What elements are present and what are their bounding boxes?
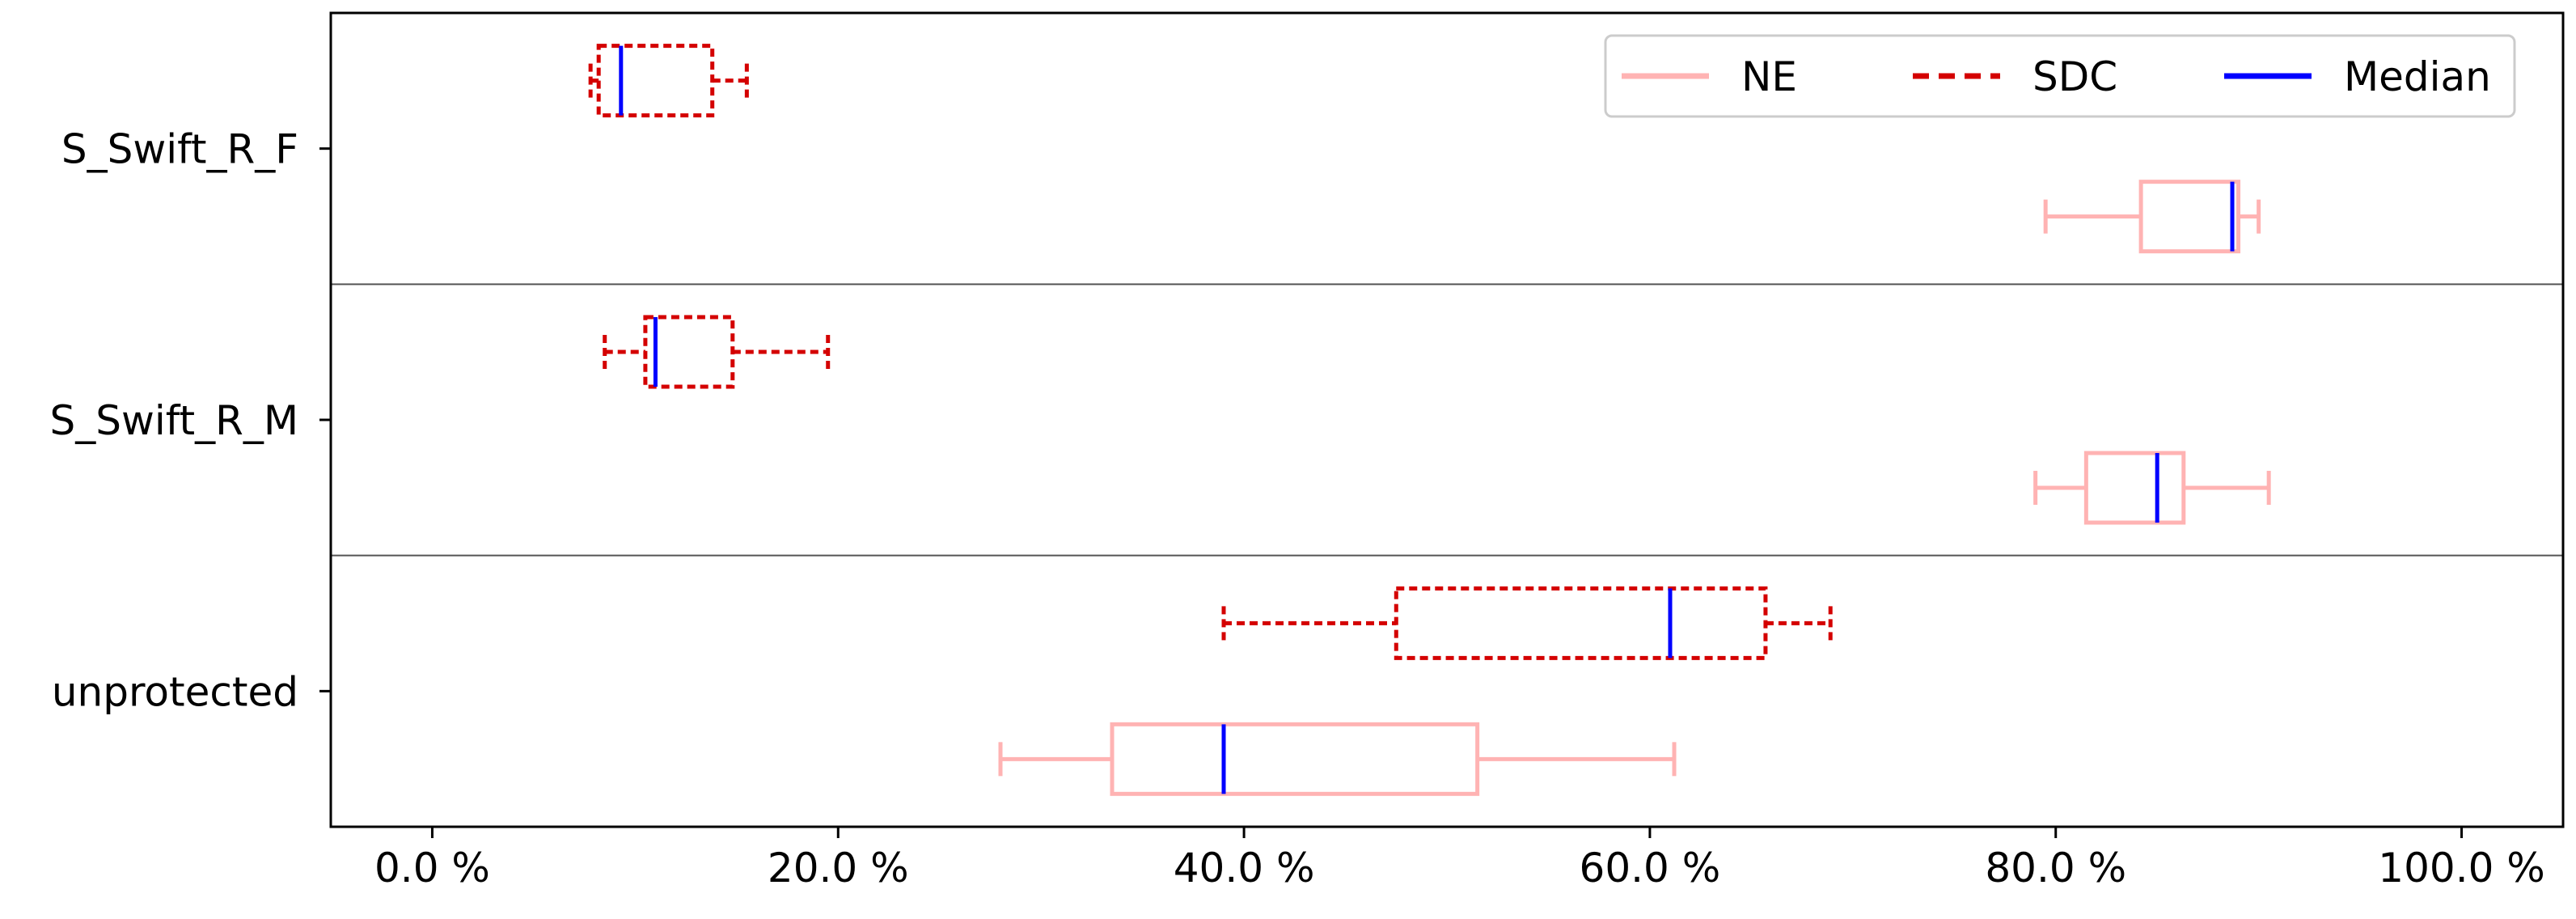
group-separators bbox=[331, 283, 2563, 557]
x-tick-label: 80.0 % bbox=[1985, 845, 2126, 891]
x-axis: 0.0 % 20.0 % 40.0 % 60.0 % 80.0 % 100.0 % bbox=[374, 827, 2545, 891]
x-tick-label: 40.0 % bbox=[1174, 845, 1315, 891]
plot-frame bbox=[329, 11, 2565, 828]
box-ne-unprotected bbox=[998, 722, 1677, 796]
legend-label-ne: NE bbox=[1741, 53, 1797, 100]
box-iqr bbox=[2138, 180, 2241, 254]
x-tick-label: 20.0 % bbox=[768, 845, 909, 891]
x-tick-label: 100.0 % bbox=[2378, 845, 2545, 891]
legend-label-sdc: SDC bbox=[2032, 53, 2117, 100]
x-tick-label: 60.0 % bbox=[1580, 845, 1721, 891]
box-iqr bbox=[2083, 451, 2186, 525]
box-sdc-s_swift_r_m bbox=[603, 315, 831, 389]
y-category-label: S_Swift_R_F bbox=[61, 126, 298, 173]
y-axis: S_Swift_R_F S_Swift_R_M unprotected bbox=[50, 126, 331, 715]
box-ne-s_swift_r_f bbox=[2043, 180, 2261, 254]
box-iqr bbox=[596, 44, 715, 118]
legend-frame bbox=[1604, 34, 2516, 118]
x-tick-label: 0.0 % bbox=[374, 845, 490, 891]
legend: NE SDC Median bbox=[1604, 34, 2516, 118]
y-category-label: S_Swift_R_M bbox=[50, 397, 298, 444]
box-iqr bbox=[1394, 586, 1768, 660]
box-iqr bbox=[643, 315, 735, 389]
legend-label-median: Median bbox=[2344, 53, 2491, 100]
box-iqr bbox=[1110, 722, 1480, 796]
box-ne-s_swift_r_m bbox=[2033, 451, 2271, 525]
box-sdc-unprotected bbox=[1221, 586, 1833, 660]
box-series bbox=[588, 44, 2271, 796]
box-sdc-s_swift_r_f bbox=[588, 44, 749, 118]
y-category-label: unprotected bbox=[52, 668, 298, 715]
